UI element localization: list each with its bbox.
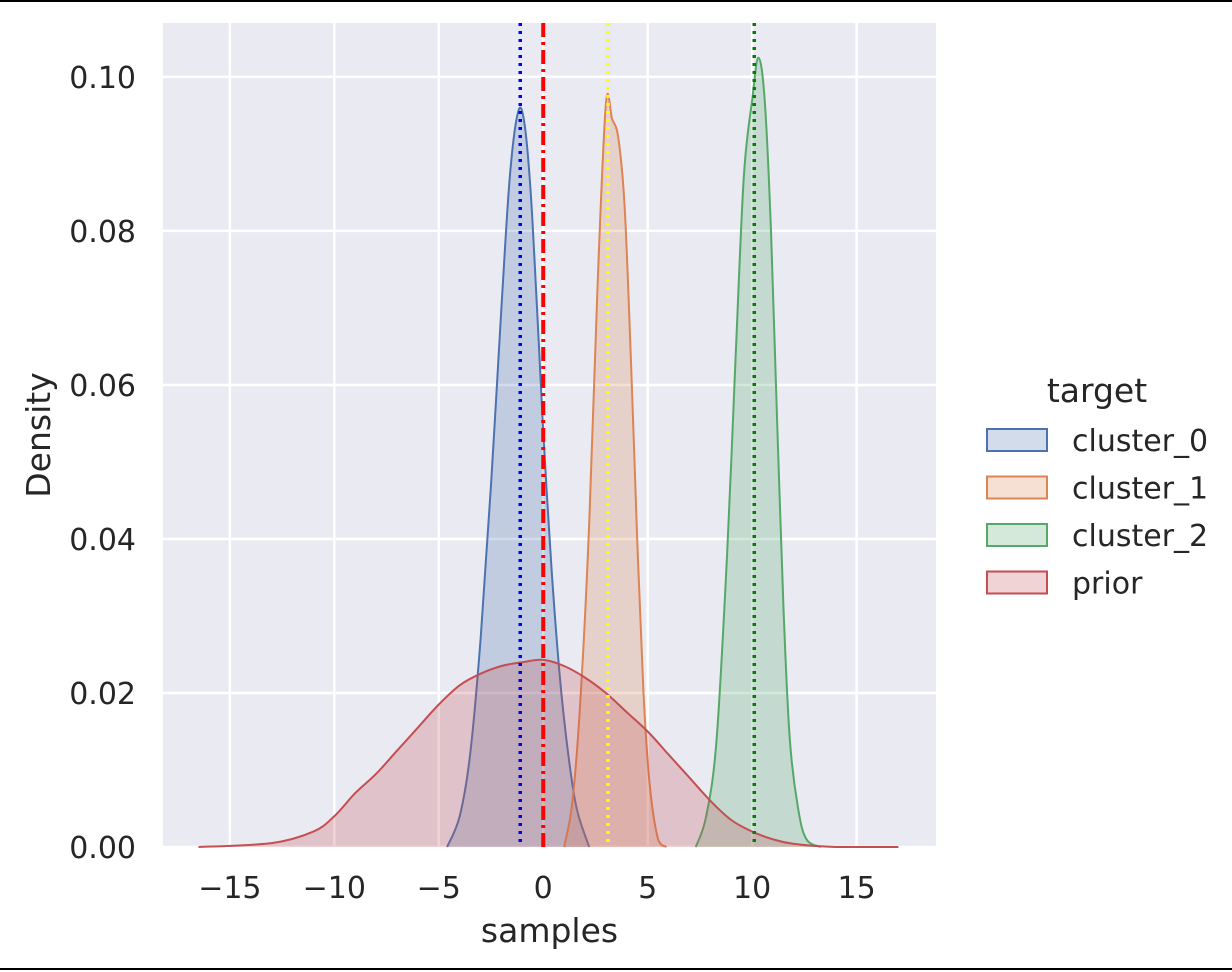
- density-line-cluster-2: [694, 56, 822, 848]
- reference-lines: [518, 23, 756, 847]
- x-axis-label: samples: [481, 911, 618, 950]
- y-tick-label: 0.06: [69, 369, 136, 404]
- legend-swatch-cluster-1: [986, 475, 1048, 500]
- density-line-cluster-1: [563, 93, 668, 848]
- x-tick-labels: −15 −10 −5 0 5 10 15: [198, 871, 876, 906]
- x-tick-label: −10: [303, 871, 366, 906]
- legend-label-cluster-0: cluster_0: [1072, 424, 1208, 459]
- legend-swatch-prior: [986, 570, 1048, 595]
- x-tick-label: 0: [534, 871, 553, 906]
- density-area-cluster-1: [564, 93, 667, 847]
- x-tick-label: 5: [638, 871, 657, 906]
- x-tick-label: 10: [733, 871, 771, 906]
- legend-title: target: [1047, 371, 1147, 410]
- density-area-cluster-2: [695, 57, 822, 847]
- x-tick-label: 15: [838, 871, 876, 906]
- density-line-prior: [198, 658, 899, 848]
- y-tick-labels: 0.00 0.02 0.04 0.06 0.08 0.10: [69, 61, 136, 866]
- legend-label-prior: prior: [1072, 567, 1143, 602]
- y-tick-label: 0.00: [69, 831, 136, 866]
- y-tick-label: 0.08: [69, 215, 136, 250]
- density-area-prior: [198, 659, 899, 847]
- x-tick-label: −15: [198, 871, 261, 906]
- density-areas: [198, 56, 899, 848]
- x-tick-label: −5: [417, 871, 461, 906]
- y-tick-label: 0.02: [69, 677, 136, 712]
- y-axis-label: Density: [19, 372, 58, 497]
- legend-swatch-cluster-2: [986, 523, 1048, 547]
- legend-label-cluster-1: cluster_1: [1072, 472, 1208, 507]
- legend-swatch-cluster-0: [986, 428, 1048, 452]
- y-tick-label: 0.10: [69, 61, 136, 96]
- legend-label-cluster-2: cluster_2: [1072, 519, 1208, 554]
- y-tick-label: 0.04: [69, 523, 136, 558]
- density-line-cluster-0: [446, 106, 591, 848]
- plot-background: [163, 23, 936, 847]
